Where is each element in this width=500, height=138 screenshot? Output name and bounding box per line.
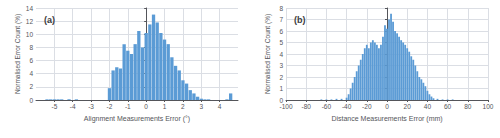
svg-text:Distance Measurements Error (m: Distance Measurements Error (mm) [331, 115, 442, 123]
svg-text:20: 20 [404, 103, 412, 110]
svg-text:Alignment Measurements Error (: Alignment Measurements Error (°) [84, 115, 190, 123]
svg-text:14: 14 [26, 5, 34, 12]
svg-text:8: 8 [279, 5, 283, 12]
svg-text:2: 2 [279, 74, 283, 81]
svg-text:80: 80 [464, 103, 472, 110]
svg-text:6: 6 [29, 57, 33, 64]
svg-text:100: 100 [483, 103, 494, 110]
svg-text:Normalised Error Count (%): Normalised Error Count (%) [264, 14, 272, 94]
svg-text:Normalised Error Count (%): Normalised Error Count (%) [14, 14, 22, 94]
svg-text:3: 3 [279, 62, 283, 69]
svg-text:-5: -5 [51, 103, 57, 110]
svg-text:-40: -40 [342, 103, 352, 110]
svg-text:-3: -3 [88, 103, 94, 110]
svg-text:0: 0 [144, 103, 148, 110]
svg-text:4: 4 [29, 70, 33, 77]
svg-text:2: 2 [181, 103, 185, 110]
svg-text:-1: -1 [125, 103, 131, 110]
svg-text:7: 7 [279, 16, 283, 23]
svg-text:60: 60 [444, 103, 452, 110]
svg-text:2: 2 [29, 83, 33, 90]
svg-text:0: 0 [279, 96, 283, 104]
svg-text:(b): (b) [294, 15, 306, 25]
svg-text:-80: -80 [301, 103, 311, 110]
svg-text:8: 8 [29, 44, 33, 51]
svg-text:-4: -4 [70, 103, 76, 110]
svg-text:40: 40 [424, 103, 432, 110]
svg-text:0: 0 [385, 103, 389, 110]
svg-text:-100: -100 [279, 103, 292, 110]
svg-text:6: 6 [279, 28, 283, 35]
svg-text:10: 10 [26, 31, 34, 38]
svg-text:1: 1 [279, 85, 283, 92]
svg-text:4: 4 [279, 51, 283, 58]
svg-text:-2: -2 [107, 103, 113, 110]
svg-text:12: 12 [26, 18, 34, 25]
svg-text:(a): (a) [44, 15, 55, 25]
svg-text:5: 5 [279, 39, 283, 46]
svg-text:3: 3 [199, 103, 203, 110]
svg-text:1: 1 [163, 103, 167, 110]
svg-text:-60: -60 [322, 103, 332, 110]
svg-text:-20: -20 [362, 103, 372, 110]
svg-text:0: 0 [29, 97, 33, 104]
svg-text:4: 4 [218, 103, 222, 110]
